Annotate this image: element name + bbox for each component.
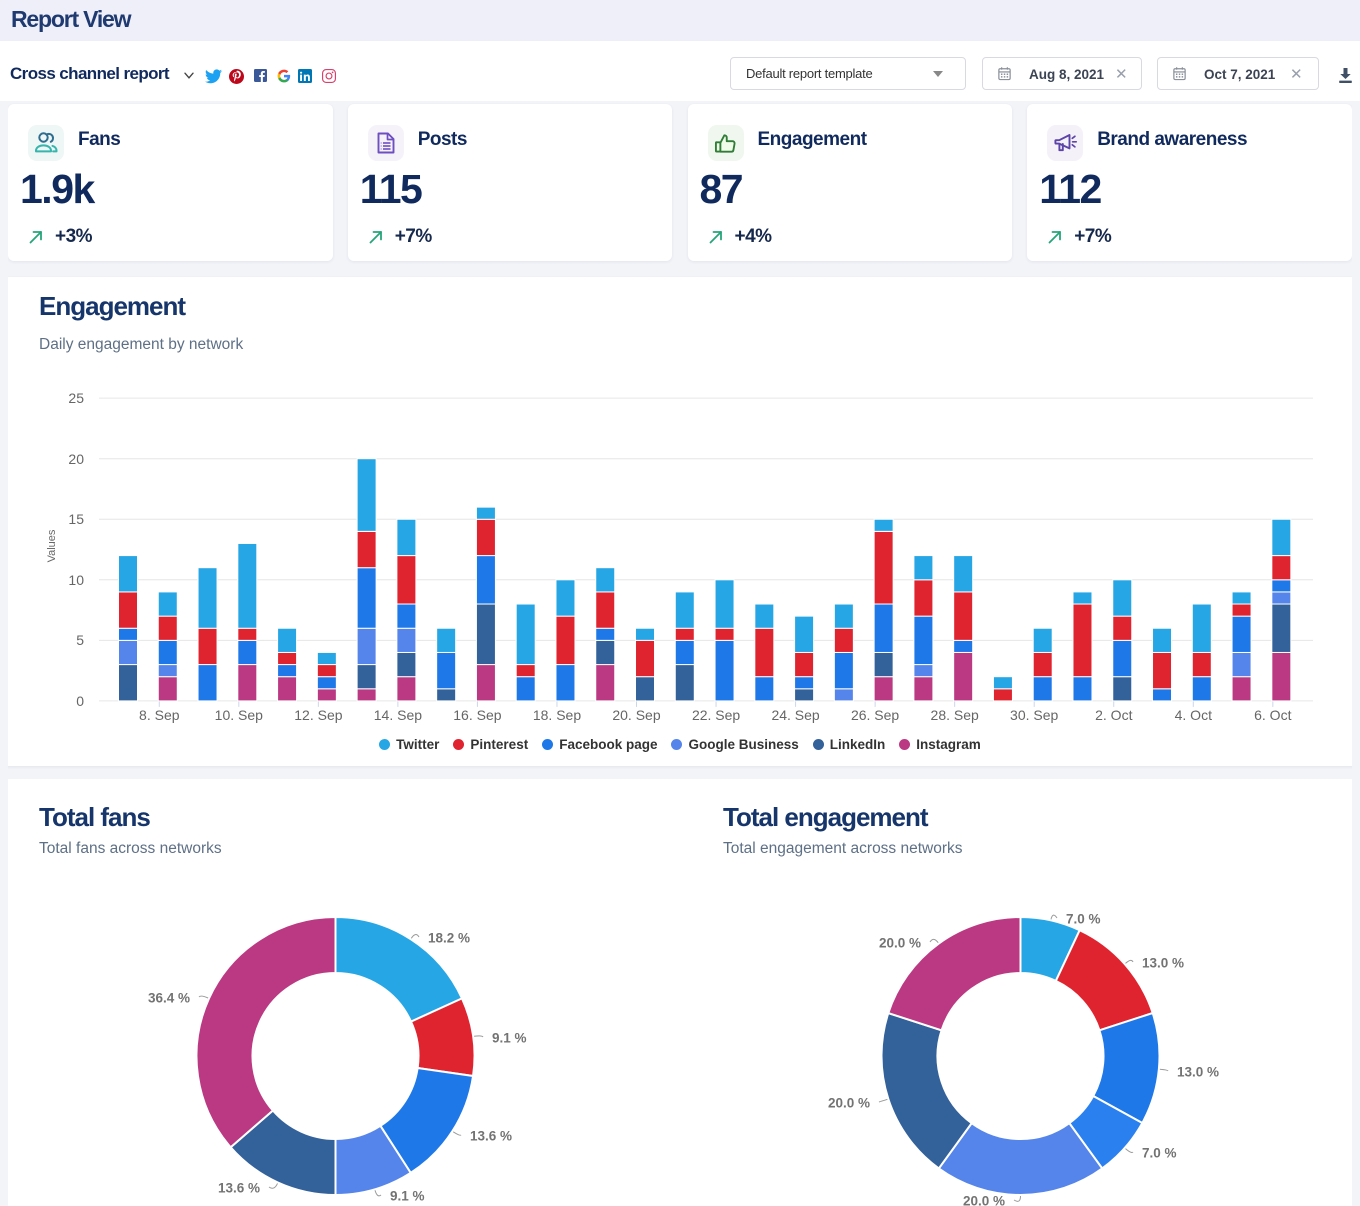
- svg-text:36.4 %: 36.4 %: [148, 991, 190, 1006]
- svg-text:13.6 %: 13.6 %: [218, 1181, 260, 1196]
- svg-text:9.1 %: 9.1 %: [492, 1031, 527, 1046]
- svg-text:18.2 %: 18.2 %: [428, 931, 470, 946]
- svg-text:7.0 %: 7.0 %: [1142, 1146, 1177, 1161]
- svg-text:13.0 %: 13.0 %: [1177, 1065, 1219, 1080]
- svg-text:9.1 %: 9.1 %: [390, 1189, 425, 1204]
- svg-text:13.0 %: 13.0 %: [1142, 956, 1184, 971]
- svg-text:20.0 %: 20.0 %: [963, 1194, 1005, 1206]
- svg-text:20.0 %: 20.0 %: [828, 1096, 870, 1111]
- svg-text:13.6 %: 13.6 %: [470, 1129, 512, 1144]
- svg-text:7.0 %: 7.0 %: [1066, 912, 1101, 927]
- svg-text:20.0 %: 20.0 %: [879, 936, 921, 951]
